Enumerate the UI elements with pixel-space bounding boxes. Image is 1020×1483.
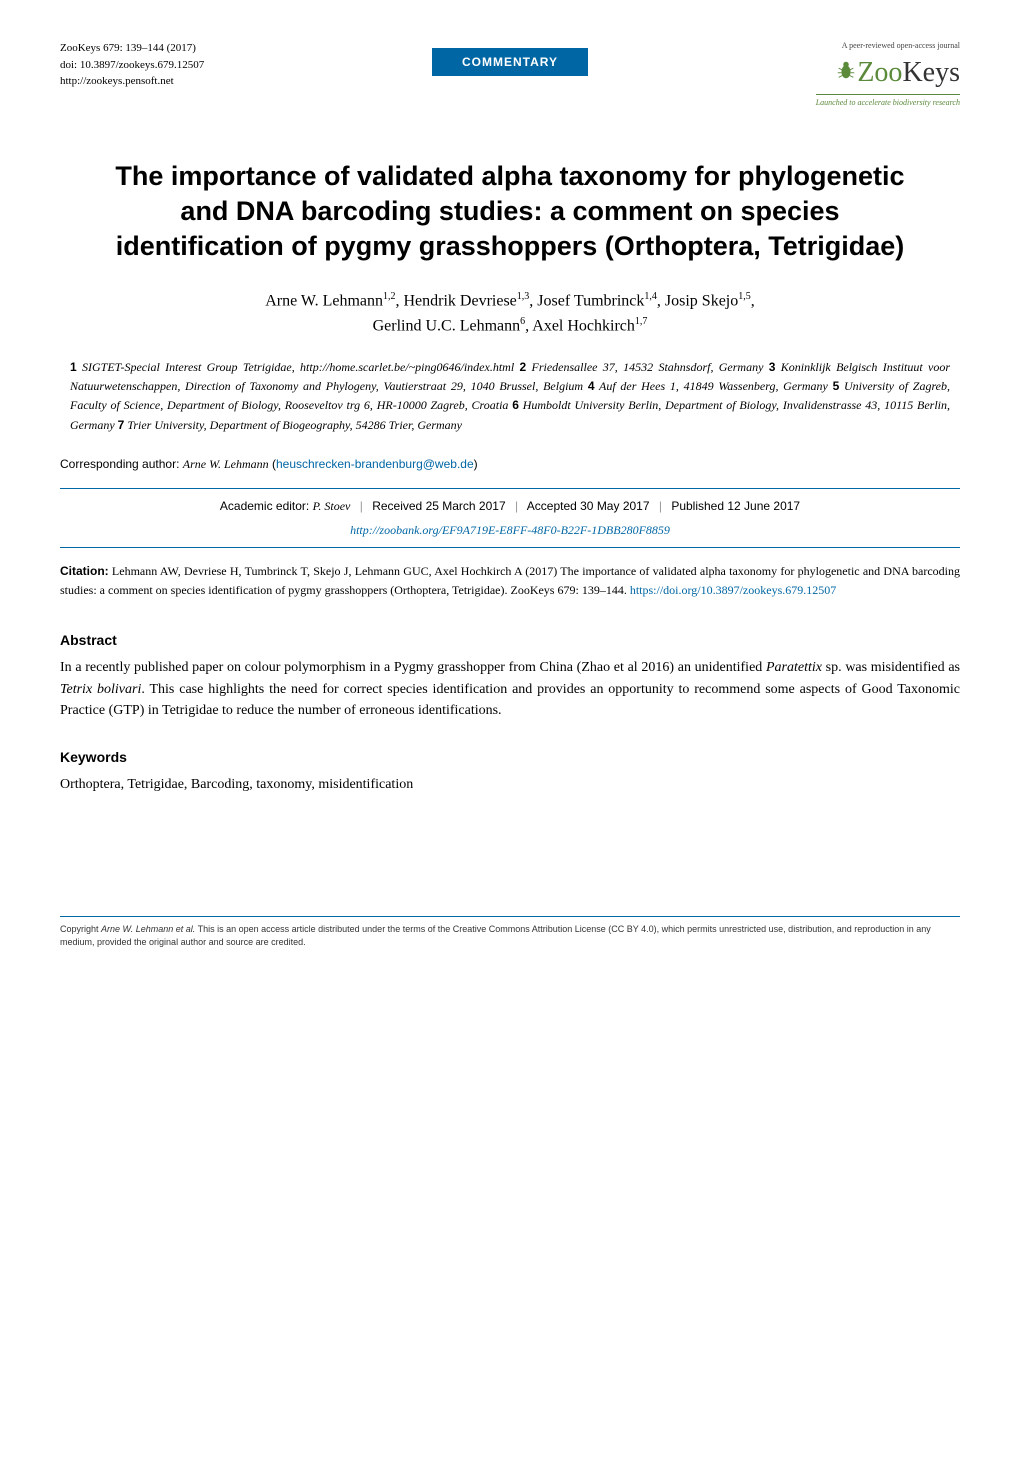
author-affil-sup: 1,2 bbox=[383, 291, 396, 302]
author-name: , Axel Hochkirch bbox=[525, 317, 635, 334]
logo-tagline-bottom: Launched to accelerate biodiversity rese… bbox=[816, 94, 960, 109]
abstract-part: . This case highlights the need for corr… bbox=[60, 682, 960, 719]
editor-name: P. Stoev bbox=[313, 499, 351, 513]
author-sep: , bbox=[751, 293, 755, 310]
author-name: , Josef Tumbrinck bbox=[529, 293, 644, 310]
affil-text: SIGTET-Special Interest Group Tetrigidae… bbox=[77, 360, 520, 374]
paren-close: ) bbox=[474, 457, 478, 471]
logo-text-keys: Keys bbox=[902, 57, 960, 88]
zoobank-link[interactable]: http://zoobank.org/EF9A719E-E8FF-48F0-B2… bbox=[60, 521, 960, 539]
editor-label: Academic editor: bbox=[220, 499, 313, 513]
affil-text: Auf der Hees 1, 41849 Wassenberg, German… bbox=[595, 379, 833, 393]
editorial-info-box: Academic editor: P. Stoev | Received 25 … bbox=[60, 488, 960, 548]
abstract-part: sp. was misidentified as bbox=[822, 660, 960, 675]
affil-num: 6 bbox=[512, 398, 519, 412]
journal-doi: doi: 10.3897/zookeys.679.12507 bbox=[60, 57, 204, 74]
bug-icon bbox=[835, 59, 857, 90]
species-name: Tetrix bolivari bbox=[60, 682, 141, 697]
author-name: , Josip Skejo bbox=[657, 293, 738, 310]
journal-logo: A peer-reviewed open-access journal ZooK… bbox=[816, 40, 960, 109]
affil-text: Trier University, Department of Biogeogr… bbox=[124, 418, 462, 432]
logo-text-zoo: Zoo bbox=[857, 57, 902, 88]
logo-tagline-top: A peer-reviewed open-access journal bbox=[816, 40, 960, 52]
author-affil-sup: 1,4 bbox=[644, 291, 657, 302]
copyright-pre: Copyright bbox=[60, 924, 101, 934]
corresponding-name: Arne W. Lehmann bbox=[183, 457, 269, 471]
abstract-part: In a recently published paper on colour … bbox=[60, 660, 766, 675]
copyright-holder: Arne W. Lehmann et al. bbox=[101, 924, 195, 934]
species-name: Paratettix bbox=[766, 660, 822, 675]
header-row: ZooKeys 679: 139–144 (2017) doi: 10.3897… bbox=[60, 40, 960, 109]
citation-block: Citation: Lehmann AW, Devriese H, Tumbri… bbox=[60, 562, 960, 600]
author-name: Gerlind U.C. Lehmann bbox=[373, 317, 521, 334]
journal-info: ZooKeys 679: 139–144 (2017) doi: 10.3897… bbox=[60, 40, 204, 90]
citation-doi-link[interactable]: https://doi.org/10.3897/zookeys.679.1250… bbox=[630, 583, 836, 597]
corresponding-author: Corresponding author: Arne W. Lehmann (h… bbox=[60, 455, 960, 473]
published-date: Published 12 June 2017 bbox=[671, 499, 800, 513]
affiliations: 1 SIGTET-Special Interest Group Tetrigid… bbox=[70, 358, 950, 435]
author-affil-sup: 1,3 bbox=[517, 291, 530, 302]
authors-list: Arne W. Lehmann1,2, Hendrik Devriese1,3,… bbox=[60, 289, 960, 338]
article-type-badge: COMMENTARY bbox=[432, 48, 588, 76]
editorial-dates: Academic editor: P. Stoev | Received 25 … bbox=[60, 497, 960, 515]
journal-url[interactable]: http://zookeys.pensoft.net bbox=[60, 73, 204, 90]
paren-open: ( bbox=[269, 457, 276, 471]
accepted-date: Accepted 30 May 2017 bbox=[527, 499, 650, 513]
corresponding-email[interactable]: heuschrecken-brandenburg@web.de bbox=[276, 457, 474, 471]
affil-text: Friedensallee 37, 14532 Stahnsdorf, Germ… bbox=[526, 360, 769, 374]
citation-label: Citation: bbox=[60, 564, 109, 578]
author-affil-sup: 1,7 bbox=[635, 316, 648, 327]
journal-citation: ZooKeys 679: 139–144 (2017) bbox=[60, 40, 204, 57]
article-title: The importance of validated alpha taxono… bbox=[100, 159, 920, 264]
separator: | bbox=[515, 499, 518, 513]
corresponding-label: Corresponding author: bbox=[60, 457, 183, 471]
affil-num: 1 bbox=[70, 360, 77, 374]
separator: | bbox=[360, 499, 363, 513]
logo-name: ZooKeys bbox=[816, 52, 960, 94]
affil-num: 4 bbox=[588, 379, 595, 393]
keywords-heading: Keywords bbox=[60, 747, 960, 768]
abstract-heading: Abstract bbox=[60, 630, 960, 651]
author-name: Arne W. Lehmann bbox=[265, 293, 383, 310]
keywords-text: Orthoptera, Tetrigidae, Barcoding, taxon… bbox=[60, 774, 960, 796]
received-date: Received 25 March 2017 bbox=[372, 499, 505, 513]
author-affil-sup: 1,5 bbox=[738, 291, 751, 302]
copyright-footer: Copyright Arne W. Lehmann et al. This is… bbox=[60, 916, 960, 950]
separator: | bbox=[659, 499, 662, 513]
author-name: , Hendrik Devriese bbox=[395, 293, 516, 310]
abstract-text: In a recently published paper on colour … bbox=[60, 657, 960, 722]
